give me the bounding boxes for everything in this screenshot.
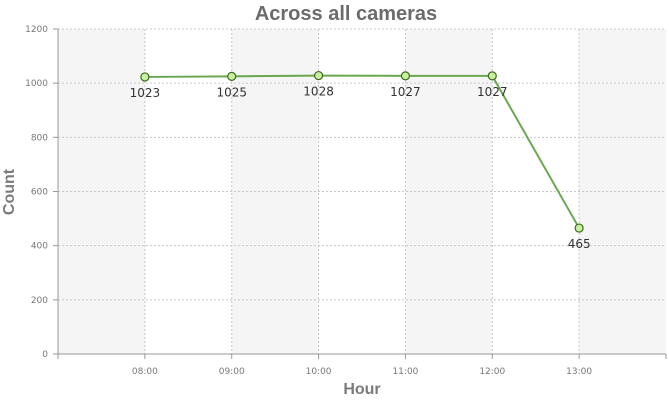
y-tick-label: 800 [31, 133, 48, 143]
data-point [227, 71, 237, 81]
x-axis-label: Hour [343, 381, 380, 398]
series-line [144, 74, 581, 229]
y-tick-label: 1200 [25, 25, 48, 35]
data-point [140, 72, 150, 82]
data-label: 1028 [303, 85, 334, 99]
chart-title: Across all cameras [255, 3, 437, 25]
y-tick-label: 400 [31, 242, 48, 252]
x-tick-label: 13:00 [566, 367, 592, 377]
data-label: 1027 [477, 85, 508, 99]
data-label: 1027 [390, 85, 421, 99]
x-tick-label: 10:00 [306, 367, 332, 377]
data-point [313, 70, 324, 81]
x-tick-label: 12:00 [479, 367, 505, 377]
data-label: 465 [568, 237, 591, 251]
y-tick-label: 0 [42, 350, 48, 360]
x-tick-label: 09:00 [219, 367, 245, 377]
y-axis-label: Count [1, 168, 18, 215]
data-point [574, 223, 584, 233]
y-tick-label: 1000 [25, 79, 48, 89]
data-point [487, 71, 497, 81]
x-tick-label: 11:00 [392, 367, 418, 377]
y-tick-label: 600 [31, 188, 48, 198]
x-tick-label: 08:00 [132, 367, 158, 377]
y-tick-label: 200 [31, 296, 48, 306]
data-point [400, 71, 411, 81]
data-label: 1023 [130, 86, 161, 100]
data-label: 1025 [216, 85, 247, 99]
